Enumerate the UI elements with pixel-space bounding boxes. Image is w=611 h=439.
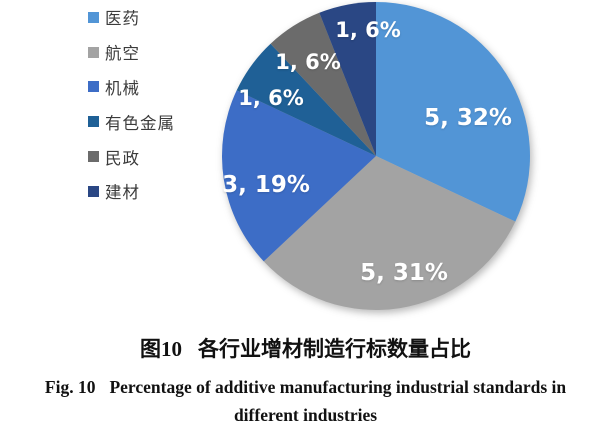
legend-label: 建材 bbox=[105, 183, 140, 203]
slice-label-3: 1, 6% bbox=[238, 86, 304, 110]
legend-swatch-icon bbox=[88, 46, 99, 58]
caption-en-number: Fig. 10 bbox=[44, 377, 96, 397]
legend-swatch-icon bbox=[88, 11, 99, 23]
slice-label-4: 1, 6% bbox=[275, 50, 341, 74]
pie-slice-1 bbox=[263, 156, 516, 310]
pie-slice-4 bbox=[270, 12, 376, 157]
pie-chart bbox=[216, 0, 536, 316]
slice-label-0: 5, 32% bbox=[424, 105, 512, 131]
caption-zh-title: 各行业增材制造行标数量占比 bbox=[198, 337, 471, 361]
legend-item-2: 机械 bbox=[88, 70, 175, 105]
caption-english-line2: different industries bbox=[233, 405, 378, 425]
legend-label: 民政 bbox=[105, 148, 140, 168]
legend-swatch-icon bbox=[88, 151, 99, 163]
pie-slice-2 bbox=[222, 90, 376, 262]
figure-caption: 图10 各行业增材制造行标数量占比 Fig. 10 Percentage of ad… bbox=[0, 334, 611, 426]
caption-en-text: Percentage of additive manufacturing ind… bbox=[109, 377, 567, 397]
legend-item-5: 建材 bbox=[88, 174, 175, 209]
legend-label: 机械 bbox=[105, 78, 140, 98]
legend-label: 航空 bbox=[105, 44, 140, 64]
slice-label-1: 5, 31% bbox=[360, 260, 448, 286]
legend-label: 有色金属 bbox=[105, 113, 175, 133]
legend-swatch-icon bbox=[88, 116, 99, 128]
caption-zh-number: 图10 bbox=[140, 337, 182, 361]
slice-label-5: 1, 6% bbox=[335, 18, 401, 42]
legend-item-4: 民政 bbox=[88, 139, 175, 174]
slice-label-2: 3, 19% bbox=[222, 172, 310, 198]
pie-slice-5 bbox=[319, 1, 376, 156]
pie-svg bbox=[222, 1, 530, 310]
legend-item-3: 有色金属 bbox=[88, 104, 175, 139]
legend-label: 医药 bbox=[105, 9, 140, 29]
legend-item-1: 航空 bbox=[88, 35, 175, 70]
caption-english-line1: Fig. 10 Percentage of additive manufactur… bbox=[0, 373, 611, 401]
legend-swatch-icon bbox=[88, 81, 99, 93]
caption-chinese: 图10 各行业增材制造行标数量占比 bbox=[0, 334, 611, 364]
pie-slice-3 bbox=[236, 43, 376, 156]
legend-item-0: 医药 bbox=[88, 0, 175, 35]
chart-legend: 医药航空机械有色金属民政建材 bbox=[88, 0, 175, 209]
pie-slice-0 bbox=[376, 2, 530, 222]
legend-swatch-icon bbox=[88, 185, 99, 197]
